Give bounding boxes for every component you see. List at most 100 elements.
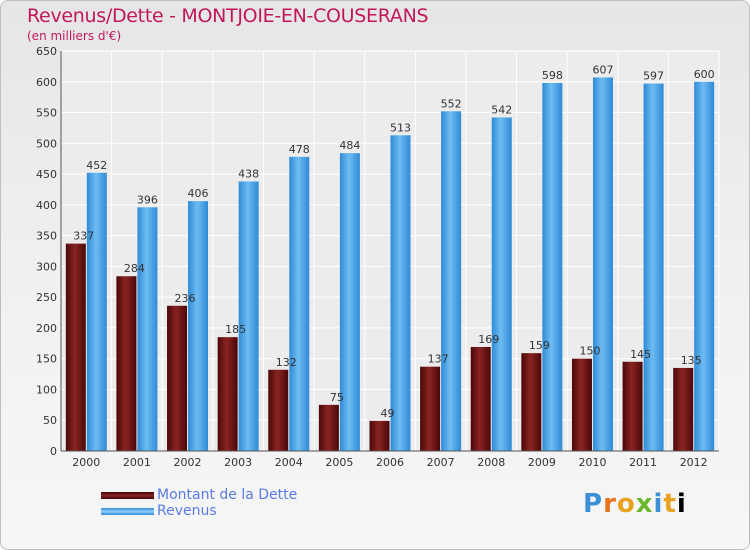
logo-letter: P xyxy=(583,489,604,519)
logo-letter: x xyxy=(635,489,654,519)
legend: Montant de la Dette Revenus xyxy=(101,487,297,519)
legend-item-dette: Montant de la Dette xyxy=(101,487,297,503)
chart-title: Revenus/Dette - MONTJOIE-EN-COUSERANS xyxy=(27,5,429,27)
data-label-dette: 150 xyxy=(579,345,600,358)
bar-revenus xyxy=(188,201,209,451)
y-tick-label: 100 xyxy=(36,383,57,396)
chart-subtitle: (en milliers d'€) xyxy=(27,29,122,43)
x-tick-label: 2006 xyxy=(376,456,404,469)
data-label-revenus: 607 xyxy=(592,63,613,76)
data-label-revenus: 478 xyxy=(289,143,310,156)
bar-dette xyxy=(521,353,542,451)
bar-revenus xyxy=(592,77,613,451)
bar-dette xyxy=(470,347,491,451)
y-tick-label: 450 xyxy=(36,168,57,181)
bar-revenus xyxy=(137,207,158,451)
bar-dette xyxy=(622,361,643,451)
y-tick-label: 150 xyxy=(36,353,57,366)
data-label-revenus: 542 xyxy=(491,103,512,116)
x-tick-label: 2004 xyxy=(275,456,303,469)
data-label-revenus: 452 xyxy=(86,159,107,172)
y-tick-label: 0 xyxy=(50,445,57,458)
data-label-revenus: 396 xyxy=(137,193,158,206)
bar-dette xyxy=(167,305,188,451)
bar-revenus xyxy=(542,83,563,451)
legend-swatch-revenus xyxy=(101,507,154,515)
bar-revenus xyxy=(643,83,664,451)
x-tick-label: 2009 xyxy=(528,456,556,469)
data-label-revenus: 438 xyxy=(238,167,259,180)
data-label-revenus: 598 xyxy=(542,69,563,82)
y-tick-label: 300 xyxy=(36,260,57,273)
y-tick-label: 550 xyxy=(36,107,57,120)
legend-label-dette: Montant de la Dette xyxy=(157,487,298,503)
bar-revenus xyxy=(694,81,715,452)
data-label-dette: 49 xyxy=(381,407,395,420)
y-tick-label: 250 xyxy=(36,291,57,304)
bar-revenus xyxy=(86,172,107,451)
data-label-dette: 185 xyxy=(225,323,246,336)
data-label-dette: 132 xyxy=(276,356,297,369)
logo-letter: i xyxy=(653,489,664,519)
x-tick-label: 2003 xyxy=(224,456,252,469)
y-tick-label: 350 xyxy=(36,230,57,243)
x-tick-label: 2012 xyxy=(680,456,708,469)
x-tick-label: 2011 xyxy=(629,456,657,469)
y-tick-label: 650 xyxy=(36,45,57,58)
data-label-revenus: 406 xyxy=(188,187,209,200)
data-label-revenus: 484 xyxy=(339,139,360,152)
bar-dette xyxy=(420,366,441,451)
data-label-dette: 337 xyxy=(73,230,94,243)
data-label-dette: 135 xyxy=(681,354,702,367)
x-tick-label: 2000 xyxy=(72,456,100,469)
bars-layer xyxy=(65,77,715,452)
x-tick-label: 2010 xyxy=(578,456,606,469)
y-tick-label: 200 xyxy=(36,322,57,335)
legend-label-revenus: Revenus xyxy=(157,503,217,519)
bar-revenus xyxy=(491,117,512,451)
data-label-dette: 159 xyxy=(529,339,550,352)
x-tick-label: 2005 xyxy=(325,456,353,469)
bar-dette xyxy=(673,367,694,451)
logo-letter: t xyxy=(663,489,677,519)
y-tick-label: 600 xyxy=(36,76,57,89)
bar-dette xyxy=(571,358,592,451)
data-label-dette: 284 xyxy=(124,262,145,275)
x-tick-label: 2002 xyxy=(174,456,202,469)
grid-layer xyxy=(60,50,720,452)
bar-dette xyxy=(369,420,390,451)
data-label-revenus: 513 xyxy=(390,121,411,134)
logo-letter: i xyxy=(676,489,687,519)
bar-revenus xyxy=(339,153,360,451)
data-label-dette: 137 xyxy=(428,353,449,366)
bar-dette xyxy=(65,243,86,451)
x-tick-label: 2001 xyxy=(123,456,151,469)
bar-dette xyxy=(318,404,339,451)
legend-swatch-dette xyxy=(101,491,154,499)
data-label-dette: 169 xyxy=(478,333,499,346)
data-label-dette: 145 xyxy=(630,348,651,361)
data-label-revenus: 552 xyxy=(441,97,462,110)
bar-revenus xyxy=(238,181,259,451)
y-tick-label: 50 xyxy=(43,414,57,427)
plot-area xyxy=(61,51,719,451)
bar-revenus xyxy=(289,156,310,451)
bar-revenus xyxy=(441,111,462,452)
bar-dette xyxy=(268,369,289,451)
x-tick-label: 2008 xyxy=(477,456,505,469)
data-label-revenus: 597 xyxy=(643,70,664,83)
bar-dette xyxy=(116,276,137,451)
x-tick-label: 2007 xyxy=(427,456,455,469)
data-label-revenus: 600 xyxy=(694,68,715,81)
bar-dette xyxy=(217,337,238,451)
proxiti-logo: Proxiti xyxy=(583,489,687,519)
logo-letter: r xyxy=(603,489,617,519)
data-label-dette: 236 xyxy=(175,292,196,305)
data-label-dette: 75 xyxy=(330,391,344,404)
y-tick-label: 400 xyxy=(36,199,57,212)
y-tick-label: 500 xyxy=(36,137,57,150)
bar-revenus xyxy=(390,135,411,452)
logo-letter: o xyxy=(616,489,636,519)
